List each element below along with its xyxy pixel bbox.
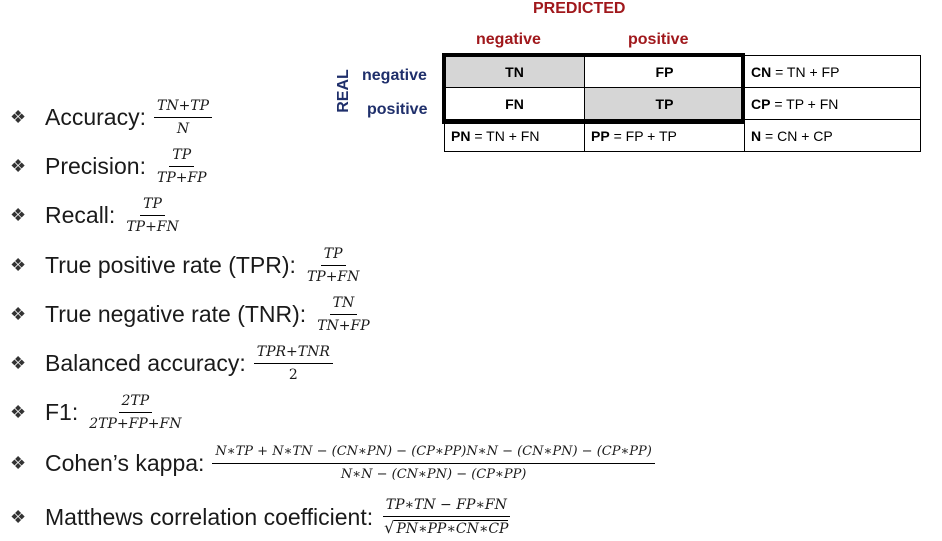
cn-formula: = TN + FP [771,63,840,80]
precision-formula: TP TP+FP [154,146,210,187]
metric-mcc: ❖ Matthews correlation coefficient: TP∗T… [10,496,511,538]
metric-accuracy: ❖ Accuracy: TN+TP N [10,97,213,138]
cp-symbol: CP [751,95,771,112]
cohens-kappa-formula: N∗TP + N∗TN − (CN∗PN) − (CP∗PP)N∗N − (CN… [212,443,655,484]
formula-denominator: √ PN∗PP∗CN∗CP [381,517,511,538]
metric-label: Precision: [45,153,146,179]
sqrt-radicand: PN∗PP∗CN∗CP [394,520,509,537]
cell-fp: FP [584,55,745,88]
accuracy-formula: TN+TP N [153,97,213,138]
predicted-negative-label: negative [476,31,541,48]
metric-balanced-accuracy: ❖ Balanced accuracy: TPR+TNR 2 [10,343,333,384]
metric-cohens-kappa: ❖ Cohen’s kappa: N∗TP + N∗TN − (CN∗PN) −… [10,443,655,484]
mcc-formula: TP∗TN − FP∗FN √ PN∗PP∗CN∗CP [381,496,511,538]
metric-label: Recall: [45,202,116,228]
sqrt-icon: √ [384,518,395,537]
formula-denominator: TP+FP [156,170,207,186]
formula-numerator: TN [329,294,358,315]
metric-label: True negative rate (TNR): [45,301,307,327]
formula-denominator: 2 [288,367,298,383]
formula-denominator: TN+FP [317,318,370,334]
metric-f1: ❖ F1: 2TP 2TP+FP+FN [10,392,184,433]
cell-tp: TP [584,87,745,120]
metric-label: Balanced accuracy: [45,350,246,376]
metric-precision: ❖ Precision: TP TP+FP [10,146,210,187]
predicted-header: PREDICTED [533,0,626,17]
cell-fn: FN [444,87,585,120]
matrix-row-totals: PN = TN + FN PP = FP + TP N = CN + CP [444,119,921,152]
pn-formula: = TN + FN [470,127,540,144]
formula-numerator: TP [140,195,165,216]
cell-cn: CN = TN + FP [744,55,921,88]
metric-label: Matthews correlation coefficient: [45,503,374,530]
n-formula: = CN + CP [761,127,833,144]
real-negative-label: negative [362,67,427,84]
metric-label: F1: [45,399,79,425]
bullet-icon: ❖ [10,156,27,176]
formula-denominator: N∗N − (CN∗PN) − (CP∗PP) [340,467,527,482]
predicted-positive-label: positive [628,31,689,48]
real-header: REAL [334,69,352,113]
formula-numerator: TPR+TNR [253,343,333,364]
bullet-icon: ❖ [10,255,27,275]
n-symbol: N [751,127,762,144]
cell-cp: CP = TP + FN [744,87,921,120]
bullet-icon: ❖ [10,107,27,127]
metric-label: Cohen’s kappa: [45,450,205,476]
pp-formula: = FP + TP [609,127,677,144]
formula-denominator: TP+FN [126,219,179,235]
bullet-icon: ❖ [10,205,27,225]
tpr-formula: TP TP+FN [304,245,362,286]
metric-recall: ❖ Recall: TP TP+FN [10,195,182,236]
f1-formula: 2TP 2TP+FP+FN [86,392,184,433]
formula-numerator: TP∗TN − FP∗FN [382,496,510,517]
cell-n: N = CN + CP [744,119,921,152]
formula-numerator: TP [320,245,346,266]
formula-numerator: 2TP [118,392,153,413]
pp-symbol: PP [591,127,610,144]
matrix-row-positive: FN TP CP = TP + FN [444,87,921,120]
real-positive-label: positive [367,101,428,118]
cell-tn: TN [444,55,585,88]
cell-pn: PN = TN + FN [444,119,585,152]
recall-formula: TP TP+FN [123,195,181,236]
metric-tpr: ❖ True positive rate (TPR): TP TP+FN [10,245,362,286]
formula-denominator: N [176,121,190,137]
bullet-icon: ❖ [10,506,27,527]
formula-numerator: TN+TP [153,97,213,118]
bullet-icon: ❖ [10,353,27,373]
bullet-icon: ❖ [10,402,27,422]
formula-numerator: TP [169,146,195,167]
cell-pp: PP = FP + TP [584,119,745,152]
bullet-icon: ❖ [10,453,27,473]
metric-label: True positive rate (TPR): [45,252,296,278]
metric-tnr: ❖ True negative rate (TNR): TN TN+FP [10,294,373,335]
metric-label: Accuracy: [45,104,146,130]
tnr-formula: TN TN+FP [314,294,372,335]
confusion-matrix: TN FP CN = TN + FP FN TP CP = TP + FN PN… [444,55,921,152]
formula-denominator: TP+FN [306,269,360,285]
cp-formula: = TP + FN [770,95,839,112]
pn-symbol: PN [451,127,471,144]
formula-denominator: 2TP+FP+FN [89,416,182,432]
bullet-icon: ❖ [10,304,27,324]
formula-numerator: N∗TP + N∗TN − (CN∗PN) − (CP∗PP)N∗N − (CN… [212,443,655,464]
cn-symbol: CN [751,63,772,80]
balanced-accuracy-formula: TPR+TNR 2 [253,343,333,384]
matrix-row-negative: TN FP CN = TN + FP [444,55,921,88]
